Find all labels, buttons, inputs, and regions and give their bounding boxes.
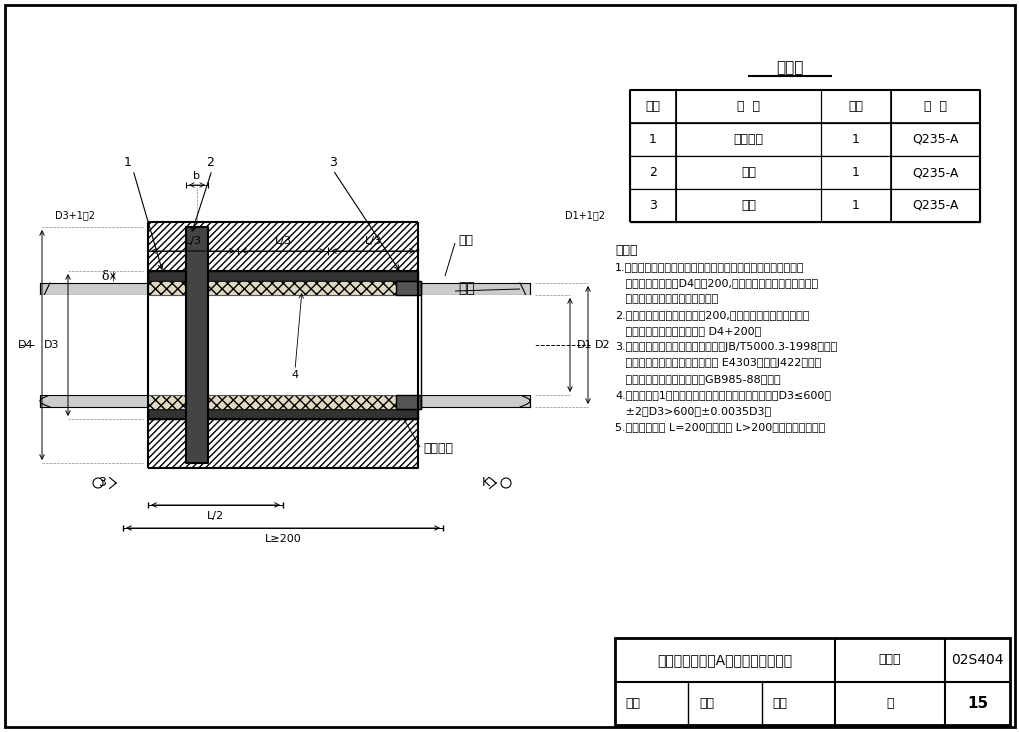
Bar — [40, 147, 609, 543]
Text: 钢制套管: 钢制套管 — [733, 133, 763, 146]
Bar — [630, 156, 979, 189]
Bar — [614, 638, 1009, 725]
Bar — [148, 419, 418, 468]
Text: 审核: 审核 — [626, 697, 640, 710]
Text: L≥200: L≥200 — [264, 534, 301, 544]
Text: 1.套管穿墙处如遇非混凝土墙壁时，应改用混凝土墙壁，其浇注: 1.套管穿墙处如遇非混凝土墙壁时，应改用混凝土墙壁，其浇注 — [614, 262, 804, 272]
Text: 内。套管内的填料应紧密捣实。: 内。套管内的填料应紧密捣实。 — [614, 294, 717, 304]
Text: 5.套管的重量以 L=200计算，当 L>200时，应另行计算。: 5.套管的重量以 L=200计算，当 L>200时，应另行计算。 — [614, 422, 824, 432]
Text: L/3: L/3 — [184, 236, 202, 246]
Text: 石棉水泥: 石棉水泥 — [423, 443, 452, 455]
Text: K: K — [481, 477, 489, 490]
Text: 坡口的基本形式与尺寸按照GB985-88执行。: 坡口的基本形式与尺寸按照GB985-88执行。 — [614, 374, 780, 384]
Text: 3: 3 — [98, 477, 106, 490]
Text: D2: D2 — [595, 340, 610, 350]
Bar — [148, 222, 418, 271]
Text: 3: 3 — [648, 199, 656, 212]
Text: 焊接采用手工电弧焊，焊条型号 E4303，牌号J422。焊缝: 焊接采用手工电弧焊，焊条型号 E4303，牌号J422。焊缝 — [614, 358, 820, 368]
Bar — [148, 395, 185, 409]
Text: 02S404: 02S404 — [951, 653, 1003, 667]
Text: 2: 2 — [648, 166, 656, 179]
Text: 翼环: 翼环 — [740, 166, 755, 179]
Text: 2: 2 — [206, 155, 214, 168]
Text: 页: 页 — [886, 697, 893, 710]
Bar — [40, 395, 530, 407]
Text: 4: 4 — [291, 370, 299, 380]
Bar — [148, 281, 185, 295]
Bar — [35, 295, 535, 395]
Text: 材料表: 材料表 — [775, 61, 803, 75]
Text: 刚性防水套管（A型）安装图（一）: 刚性防水套管（A型）安装图（一） — [657, 653, 792, 667]
Text: ±2，D3>600，±0.0035D3。: ±2，D3>600，±0.0035D3。 — [614, 406, 770, 416]
Text: 名  称: 名 称 — [737, 100, 759, 113]
Text: 1: 1 — [851, 166, 859, 179]
Text: L/3: L/3 — [364, 236, 381, 246]
Text: D1+1～2: D1+1～2 — [565, 210, 604, 220]
Bar — [208, 395, 395, 409]
Bar — [148, 271, 418, 281]
Text: b: b — [194, 171, 201, 181]
Text: 数量: 数量 — [848, 100, 863, 113]
Bar — [395, 281, 421, 295]
Text: 挡圈: 挡圈 — [740, 199, 755, 212]
Bar — [148, 281, 185, 295]
Text: D3+1～2: D3+1～2 — [55, 210, 95, 220]
Text: 油麻: 油麻 — [458, 234, 473, 247]
Text: Q235-A: Q235-A — [911, 166, 958, 179]
Text: L/2: L/2 — [207, 511, 224, 521]
Text: 4.当套管（件1）采用卷制成型时，周长允许偏差为：D3≤600，: 4.当套管（件1）采用卷制成型时，周长允许偏差为：D3≤600， — [614, 390, 830, 400]
Bar — [395, 395, 421, 409]
Bar — [208, 281, 395, 295]
Text: 1: 1 — [648, 133, 656, 146]
Text: 3: 3 — [329, 155, 336, 168]
Text: 1: 1 — [851, 199, 859, 212]
Text: 钢管: 钢管 — [458, 281, 474, 295]
Bar — [630, 123, 979, 156]
Text: Q235-A: Q235-A — [911, 199, 958, 212]
Text: D3: D3 — [44, 340, 60, 350]
Text: 1: 1 — [851, 133, 859, 146]
Text: 15: 15 — [966, 695, 987, 711]
Bar — [630, 189, 979, 222]
FancyArrowPatch shape — [109, 477, 116, 488]
Text: L/3: L/3 — [274, 236, 291, 246]
Text: 图集号: 图集号 — [878, 653, 901, 666]
Text: 说明：: 说明： — [614, 244, 637, 257]
Text: 围应比翼环直径（D4）大200,而且必须将套管一次浇固于墙: 围应比翼环直径（D4）大200,而且必须将套管一次浇固于墙 — [614, 278, 817, 288]
Bar — [40, 283, 530, 295]
Bar — [630, 90, 979, 123]
Text: 1: 1 — [124, 155, 131, 168]
Text: D4: D4 — [18, 340, 34, 350]
Text: 序号: 序号 — [645, 100, 660, 113]
Text: 设计: 设计 — [771, 697, 787, 710]
Text: 材  料: 材 料 — [923, 100, 946, 113]
Bar — [148, 409, 418, 419]
Bar — [148, 395, 185, 409]
Bar — [185, 227, 208, 463]
Text: 厚。加厚部分的直径至少为 D4+200。: 厚。加厚部分的直径至少为 D4+200。 — [614, 326, 760, 336]
Text: D1: D1 — [577, 340, 592, 350]
Text: 3.焊接结构尺寸公差与形位公差按照JB/T5000.3-1998执行。: 3.焊接结构尺寸公差与形位公差按照JB/T5000.3-1998执行。 — [614, 342, 837, 352]
Text: δ: δ — [101, 269, 109, 283]
Text: 2.穿管处混凝土墙厚应不小于200,否则应使墙壁一边或两边加: 2.穿管处混凝土墙厚应不小于200,否则应使墙壁一边或两边加 — [614, 310, 809, 320]
Text: 校对: 校对 — [698, 697, 713, 710]
FancyArrowPatch shape — [489, 477, 496, 488]
Text: Q235-A: Q235-A — [911, 133, 958, 146]
